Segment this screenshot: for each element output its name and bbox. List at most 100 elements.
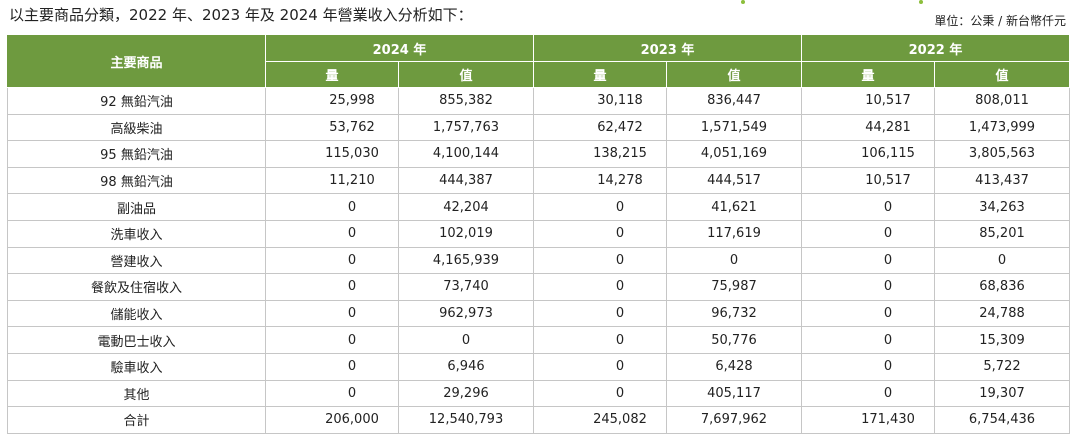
cell-2023-value: 0 (666, 246, 802, 275)
cell-2022-quantity: 0 (801, 219, 935, 248)
cell-2024-quantity: 0 (265, 193, 399, 221)
product-name: 儲能收入 (7, 299, 266, 328)
product-name: 92 無鉛汽油 (7, 87, 266, 115)
cell-2022-quantity: 0 (801, 273, 935, 301)
intro-text: 以主要商品分類，2022 年、2023 年及 2024 年營業收入分析如下： (9, 6, 473, 24)
product-name: 98 無鉛汽油 (7, 166, 266, 195)
cell-2022-value: 0 (934, 246, 1070, 275)
cell-2024-quantity: 0 (265, 379, 399, 408)
header-year-2023: 2023 年 (533, 34, 802, 62)
cell-2024-quantity: 25,998 (265, 87, 399, 115)
header-year-2022: 2022 年 (801, 34, 1070, 62)
cell-2023-quantity: 0 (533, 246, 667, 275)
header-quantity: 量 (801, 61, 935, 88)
cell-2024-quantity: 115,030 (265, 140, 399, 168)
cell-2023-value: 96,732 (666, 299, 802, 328)
unit-label: 單位：公秉 / 新台幣仟元 (934, 14, 1066, 28)
header-quantity: 量 (533, 61, 667, 88)
table-row: 儲能收入 0 962,973 0 96,732 0 24,788 (7, 299, 1070, 328)
cell-2023-quantity: 0 (533, 352, 667, 381)
product-name: 營建收入 (7, 246, 266, 275)
decorative-dot (919, 0, 923, 4)
cell-2022-value: 5,722 (934, 352, 1070, 381)
cell-2023-quantity: 30,118 (533, 87, 667, 115)
cell-2023-value: 50,776 (666, 326, 802, 354)
cell-2022-value: 6,754,436 (934, 406, 1070, 434)
product-name: 副油品 (7, 193, 266, 221)
product-name: 高級柴油 (7, 113, 266, 142)
cell-2024-quantity: 0 (265, 246, 399, 275)
cell-2022-value: 413,437 (934, 166, 1070, 195)
table-body: 92 無鉛汽油 25,998 855,382 30,118 836,447 10,517 8… (7, 87, 1070, 434)
cell-2023-quantity: 0 (533, 326, 667, 354)
cell-2022-quantity: 0 (801, 193, 935, 221)
cell-2023-value: 1,571,549 (666, 113, 802, 142)
cell-2023-quantity: 14,278 (533, 166, 667, 195)
cell-2022-value: 34,263 (934, 193, 1070, 221)
cell-2022-quantity: 10,517 (801, 166, 935, 195)
cell-2023-quantity: 0 (533, 193, 667, 221)
table-row: 驗車收入 0 6,946 0 6,428 0 5,722 (7, 352, 1070, 381)
cell-2022-value: 85,201 (934, 219, 1070, 248)
product-name: 電動巴士收入 (7, 326, 266, 354)
cell-2023-quantity: 245,082 (533, 406, 667, 434)
cell-2023-value: 6,428 (666, 352, 802, 381)
cell-2024-value: 12,540,793 (398, 406, 534, 434)
cell-2024-value: 1,757,763 (398, 113, 534, 142)
cell-2022-quantity: 106,115 (801, 140, 935, 168)
table-row: 98 無鉛汽油 11,210 444,387 14,278 444,517 10,517 4… (7, 166, 1070, 195)
product-name: 驗車收入 (7, 352, 266, 381)
revenue-table: 主要商品 2024 年 2023 年 2022 年 量 值 量 值 量 值 92… (7, 34, 1070, 434)
cell-2023-quantity: 0 (533, 299, 667, 328)
cell-2022-value: 3,805,563 (934, 140, 1070, 168)
cell-2022-value: 1,473,999 (934, 113, 1070, 142)
cell-2022-quantity: 0 (801, 326, 935, 354)
product-name: 95 無鉛汽油 (7, 140, 266, 168)
table-row: 洗車收入 0 102,019 0 117,619 0 85,201 (7, 219, 1070, 248)
cell-2024-value: 42,204 (398, 193, 534, 221)
header-year-2024: 2024 年 (265, 34, 534, 62)
cell-2024-quantity: 206,000 (265, 406, 399, 434)
table-row: 95 無鉛汽油 115,030 4,100,144 138,215 4,051,169 1… (7, 140, 1070, 168)
cell-2024-quantity: 0 (265, 273, 399, 301)
cell-2023-value: 836,447 (666, 87, 802, 115)
cell-2023-value: 7,697,962 (666, 406, 802, 434)
cell-2024-value: 855,382 (398, 87, 534, 115)
cell-2024-value: 29,296 (398, 379, 534, 408)
cell-2024-value: 102,019 (398, 219, 534, 248)
cell-2024-quantity: 0 (265, 352, 399, 381)
header-product: 主要商品 (7, 34, 266, 88)
cell-2023-value: 4,051,169 (666, 140, 802, 168)
cell-2022-value: 19,307 (934, 379, 1070, 408)
cell-2022-value: 24,788 (934, 299, 1070, 328)
cell-2022-quantity: 10,517 (801, 87, 935, 115)
cell-2024-quantity: 0 (265, 299, 399, 328)
cell-2022-quantity: 0 (801, 352, 935, 381)
header-value: 值 (666, 61, 802, 88)
cell-2022-quantity: 0 (801, 299, 935, 328)
decorative-dot (741, 0, 745, 4)
cell-2024-value: 6,946 (398, 352, 534, 381)
cell-2024-value: 962,973 (398, 299, 534, 328)
header-quantity: 量 (265, 61, 399, 88)
cell-2024-value: 444,387 (398, 166, 534, 195)
cell-2022-value: 68,836 (934, 273, 1070, 301)
product-name: 合計 (7, 406, 266, 434)
cell-2023-value: 41,621 (666, 193, 802, 221)
cell-2022-quantity: 171,430 (801, 406, 935, 434)
cell-2024-value: 73,740 (398, 273, 534, 301)
cell-2022-quantity: 44,281 (801, 113, 935, 142)
table-row: 高級柴油 53,762 1,757,763 62,472 1,571,549 44,281… (7, 113, 1070, 142)
product-name: 洗車收入 (7, 219, 266, 248)
cell-2024-value: 0 (398, 326, 534, 354)
header-value: 值 (934, 61, 1070, 88)
table-row: 其他 0 29,296 0 405,117 0 19,307 (7, 379, 1070, 408)
cell-2023-value: 117,619 (666, 219, 802, 248)
cell-2024-quantity: 53,762 (265, 113, 399, 142)
cell-2023-quantity: 0 (533, 219, 667, 248)
table-row: 合計 206,000 12,540,793 245,082 7,697,962 171,4… (7, 406, 1070, 434)
cell-2023-value: 75,987 (666, 273, 802, 301)
product-name: 餐飲及住宿收入 (7, 273, 266, 301)
cell-2022-value: 15,309 (934, 326, 1070, 354)
product-name: 其他 (7, 379, 266, 408)
